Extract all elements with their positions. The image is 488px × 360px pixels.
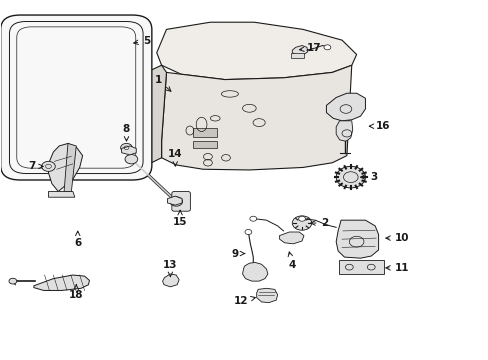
Polygon shape <box>279 232 304 244</box>
Polygon shape <box>157 22 356 80</box>
Polygon shape <box>326 93 365 121</box>
Circle shape <box>125 154 138 164</box>
Circle shape <box>244 229 251 234</box>
Text: 9: 9 <box>231 248 244 258</box>
FancyBboxPatch shape <box>193 141 216 148</box>
Text: 8: 8 <box>122 124 130 141</box>
Circle shape <box>298 216 305 221</box>
Circle shape <box>121 143 132 152</box>
Text: 2: 2 <box>310 218 328 228</box>
Polygon shape <box>48 143 82 192</box>
Circle shape <box>335 166 365 188</box>
Text: 6: 6 <box>74 231 81 248</box>
Text: 3: 3 <box>360 172 377 182</box>
FancyBboxPatch shape <box>291 53 303 58</box>
Text: 1: 1 <box>154 75 171 91</box>
Polygon shape <box>137 65 166 165</box>
Polygon shape <box>335 220 378 258</box>
Polygon shape <box>256 288 277 303</box>
Text: 15: 15 <box>173 211 187 226</box>
Polygon shape <box>64 143 76 192</box>
Text: 16: 16 <box>368 121 390 131</box>
Text: 10: 10 <box>385 233 408 243</box>
Polygon shape <box>48 192 75 197</box>
Polygon shape <box>335 121 352 141</box>
Text: 14: 14 <box>167 149 182 166</box>
Text: 11: 11 <box>385 263 408 273</box>
Polygon shape <box>122 146 136 155</box>
Circle shape <box>41 161 55 171</box>
Text: 7: 7 <box>28 161 43 171</box>
FancyBboxPatch shape <box>338 260 384 274</box>
Polygon shape <box>292 45 307 55</box>
Circle shape <box>324 45 330 50</box>
Circle shape <box>249 216 256 221</box>
Text: 12: 12 <box>233 296 255 306</box>
Text: 5: 5 <box>133 36 150 46</box>
Text: 17: 17 <box>299 43 321 53</box>
Polygon shape <box>242 262 267 281</box>
Circle shape <box>9 278 17 284</box>
FancyBboxPatch shape <box>171 192 190 211</box>
Polygon shape <box>162 274 179 287</box>
FancyBboxPatch shape <box>193 128 216 137</box>
FancyBboxPatch shape <box>0 15 152 180</box>
Polygon shape <box>161 65 351 170</box>
Polygon shape <box>167 196 182 205</box>
Circle shape <box>169 197 182 206</box>
Text: 18: 18 <box>69 285 83 301</box>
Text: 4: 4 <box>287 252 295 270</box>
Text: 13: 13 <box>163 260 177 276</box>
Polygon shape <box>34 275 89 291</box>
Circle shape <box>292 216 311 230</box>
